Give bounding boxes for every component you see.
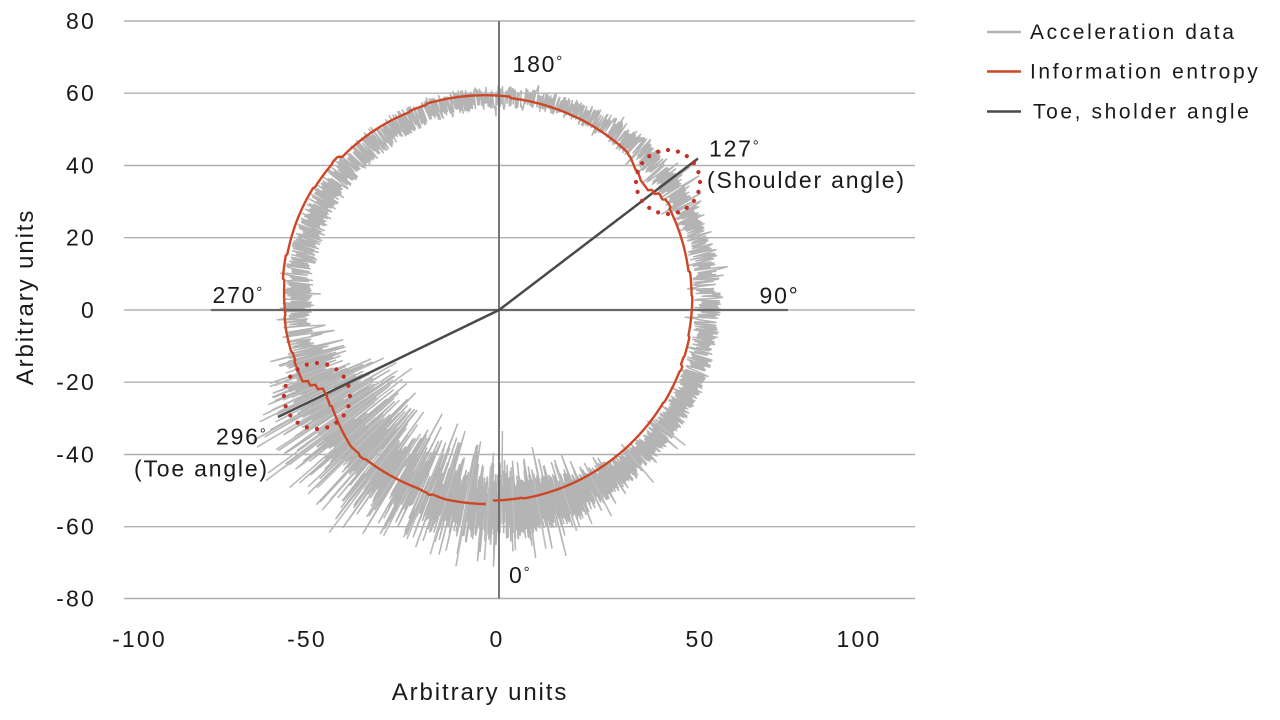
svg-text:0: 0 — [81, 297, 96, 323]
svg-text:-20: -20 — [56, 369, 96, 395]
svg-text:Arbitrary units: Arbitrary units — [12, 209, 39, 386]
svg-text:40: 40 — [66, 153, 96, 179]
svg-text:(Toe angle): (Toe angle) — [134, 456, 269, 482]
svg-text:-40: -40 — [56, 442, 96, 468]
svg-text:180°: 180° — [513, 51, 565, 77]
svg-text:-100: -100 — [112, 626, 167, 652]
svg-text:127°: 127° — [709, 136, 761, 162]
svg-text:80: 80 — [66, 8, 96, 34]
svg-text:270°: 270° — [213, 282, 265, 308]
svg-text:20: 20 — [66, 225, 96, 251]
svg-text:0: 0 — [490, 626, 505, 652]
svg-text:Acceleration data: Acceleration data — [1030, 21, 1236, 44]
svg-text:-60: -60 — [56, 514, 96, 540]
svg-text:Toe, sholder angle: Toe, sholder angle — [1033, 101, 1251, 124]
svg-text:50: 50 — [686, 626, 716, 652]
svg-text:60: 60 — [66, 80, 96, 106]
svg-text:Arbitrary units: Arbitrary units — [392, 679, 569, 706]
svg-text:100: 100 — [837, 626, 882, 652]
svg-text:(Shoulder angle): (Shoulder angle) — [707, 167, 906, 193]
svg-text:Information entropy: Information entropy — [1030, 61, 1260, 84]
svg-text:296°: 296° — [216, 424, 268, 450]
svg-text:-80: -80 — [56, 586, 96, 612]
svg-text:90°: 90° — [760, 283, 800, 309]
svg-text:-50: -50 — [287, 626, 327, 652]
